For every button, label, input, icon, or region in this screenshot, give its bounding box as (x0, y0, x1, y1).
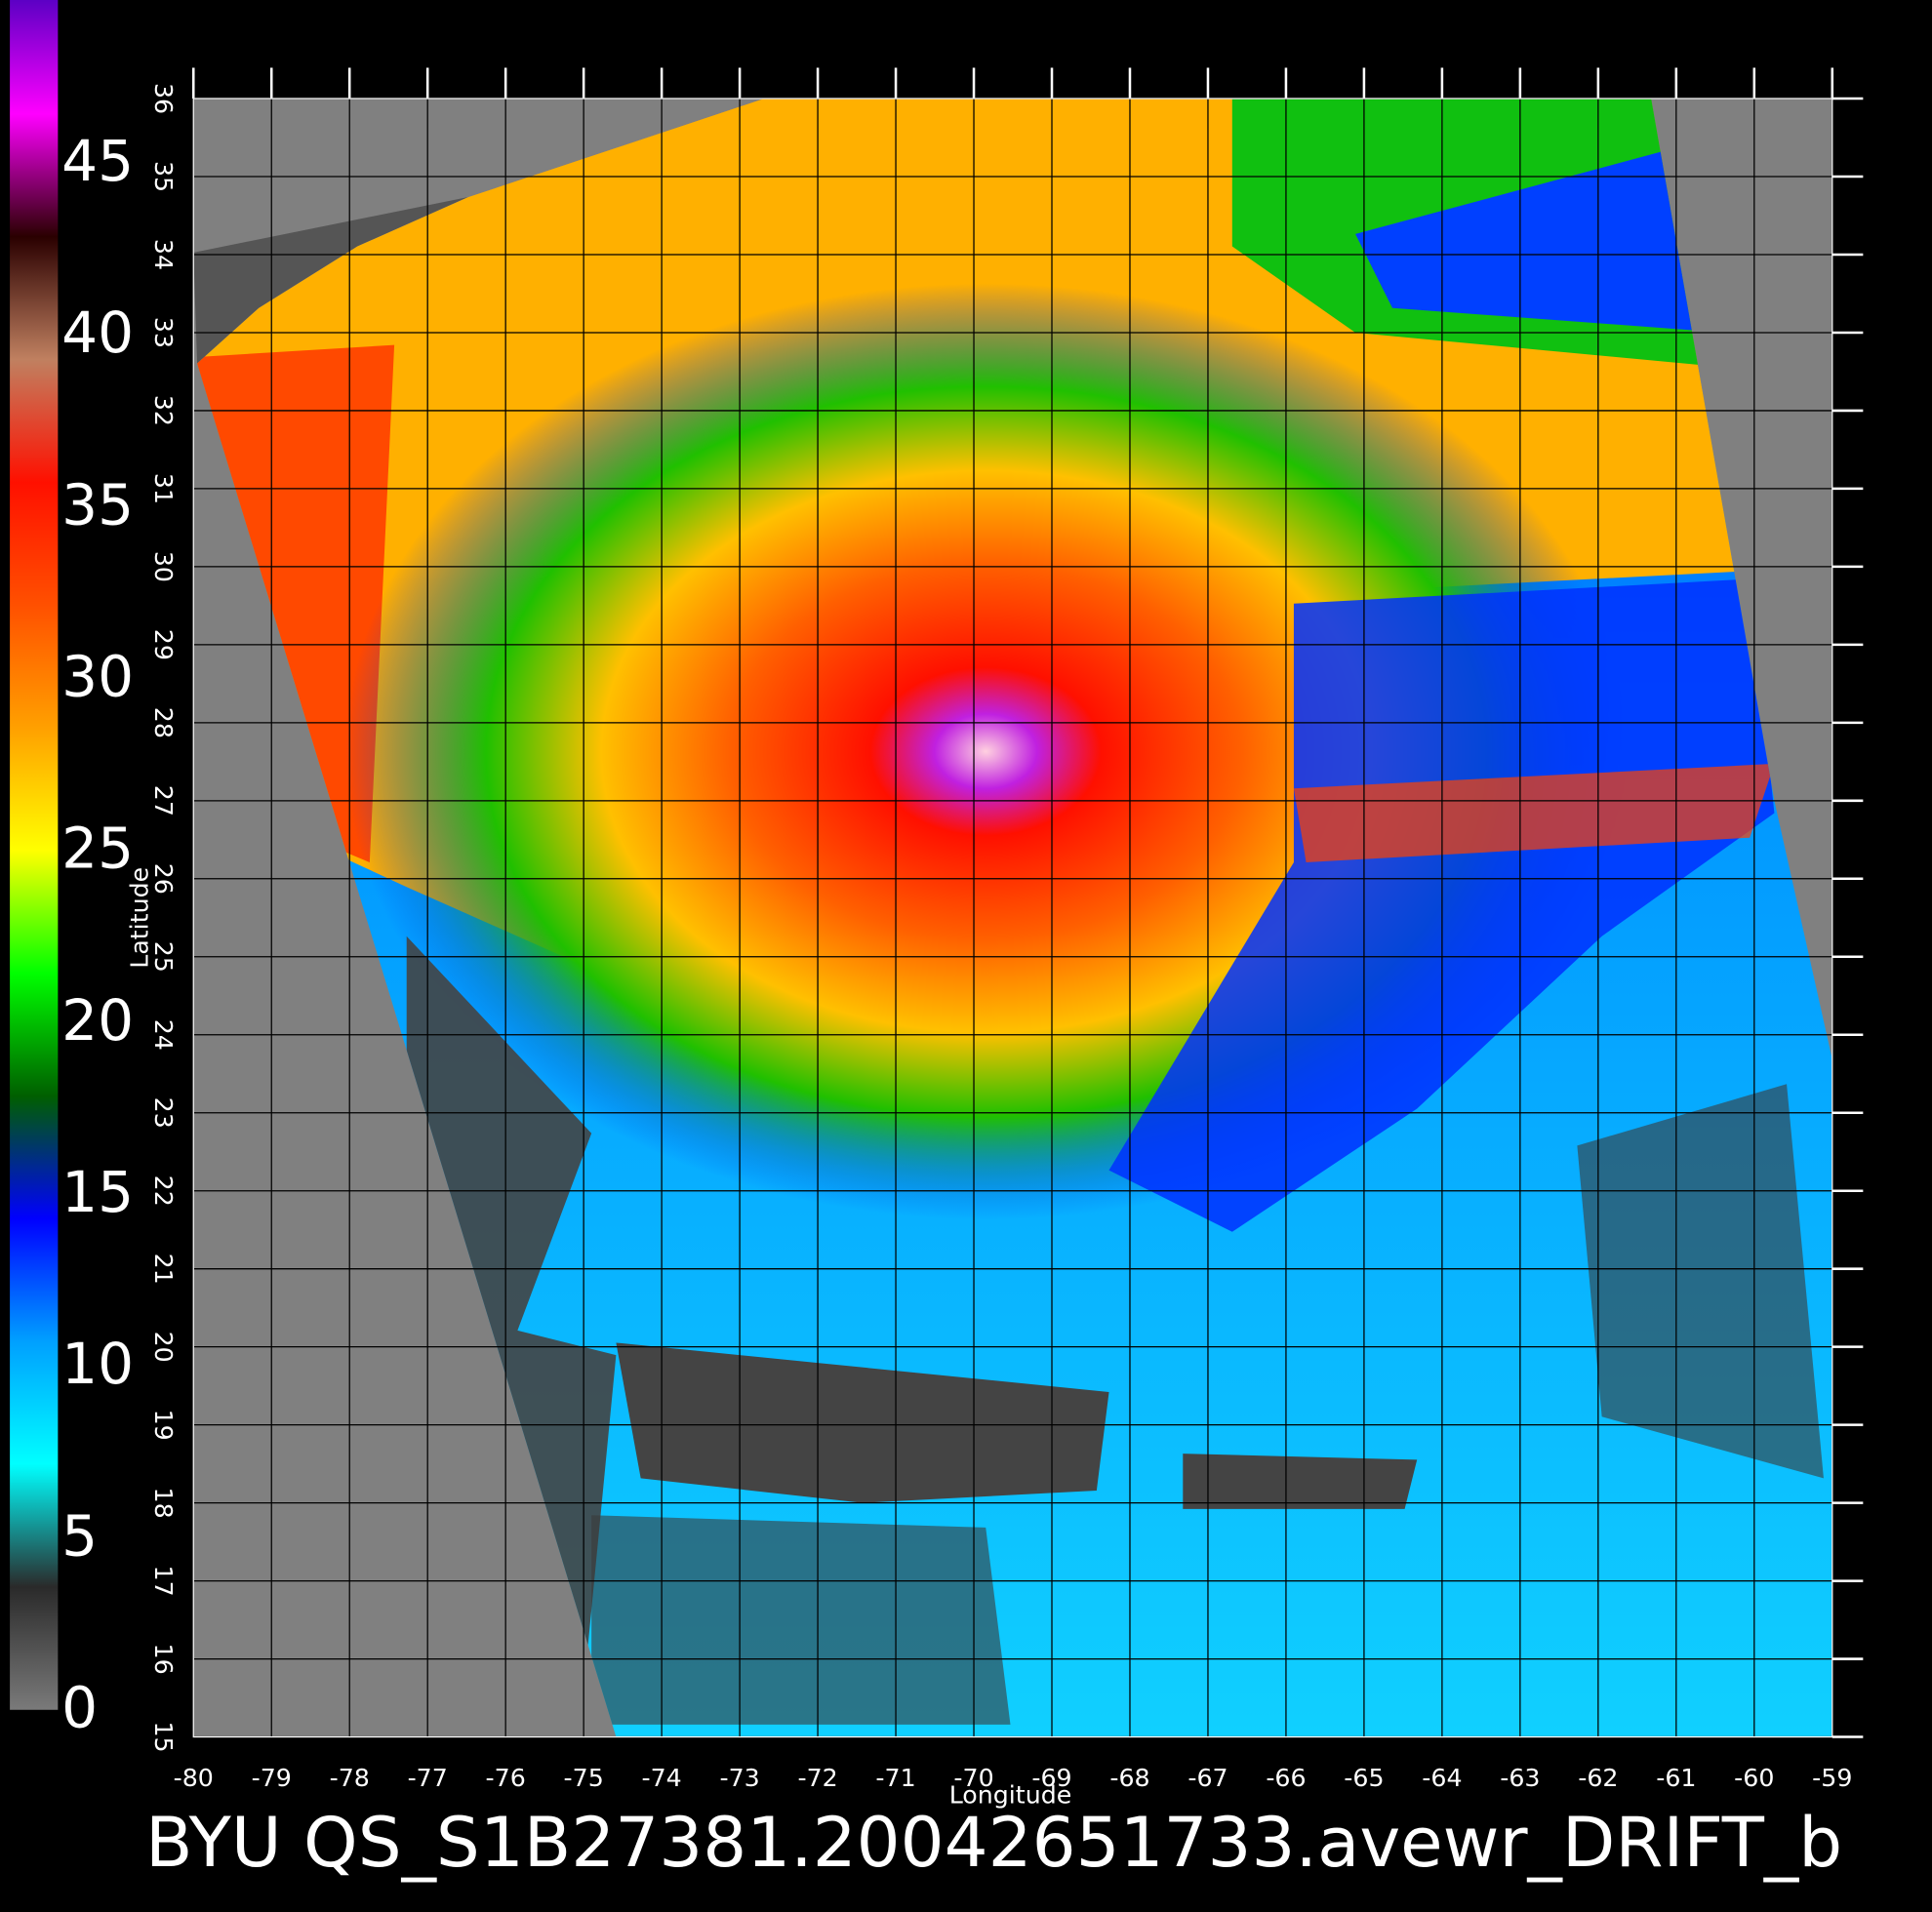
grid: -80 -79 -78 -77 -76 -75 -74 -73 -72 -71 -70 -69 -68 -… (149, 67, 1864, 1792)
y-tick-label: 25 (149, 941, 178, 973)
y-tick-label: 33 (149, 317, 178, 348)
x-tick-label: -71 (875, 1764, 915, 1792)
x-axis-label: Longitude (949, 1781, 1072, 1810)
x-tick-label: -61 (1656, 1764, 1696, 1792)
y-tick-label: 34 (149, 239, 178, 270)
y-tick-label: 16 (149, 1644, 178, 1675)
x-tick-label: -64 (1422, 1764, 1462, 1792)
y-tick-label: 21 (149, 1254, 178, 1285)
x-tick-label: -66 (1266, 1764, 1306, 1792)
x-tick-label: -60 (1734, 1764, 1774, 1792)
y-tick-label: 29 (149, 629, 178, 660)
colorbar-fill (10, 0, 59, 1710)
colorbar-label: 30 (61, 643, 134, 709)
x-tick-label: -76 (486, 1764, 526, 1792)
x-tick-label: -69 (1031, 1764, 1071, 1792)
y-tick-label: 26 (149, 863, 178, 895)
y-tick-label: 20 (149, 1332, 178, 1363)
y-tick-label: 17 (149, 1566, 178, 1597)
colorbar-label: 5 (61, 1502, 98, 1569)
y-tick-label: 28 (149, 707, 178, 738)
title: BYU QS_S1B27381.20042651733.avewr_DRIFT_… (145, 1802, 1842, 1883)
colorbar-label: 15 (61, 1159, 134, 1225)
x-tick-label: -80 (174, 1764, 214, 1792)
y-axis-label: Latitude (126, 867, 154, 969)
x-tick-label: -79 (252, 1764, 292, 1792)
y-tick-label: 18 (149, 1488, 178, 1519)
y-tick-label: 24 (149, 1019, 178, 1051)
plot-frame (192, 98, 1833, 1738)
y-tick-label: 27 (149, 785, 178, 817)
colorbar-label: 45 (61, 128, 134, 194)
x-tick-label: -74 (641, 1764, 681, 1792)
map-area: -80 -79 -78 -77 -76 -75 -74 -73 -72 -71 -70 -69 -68 -… (149, 67, 1864, 1792)
colorbar-label: 25 (61, 816, 134, 882)
rain-bands (1293, 763, 1775, 862)
rain-contaminated-east (1577, 1084, 1824, 1479)
x-tick-label: -70 (953, 1764, 993, 1792)
y-tick-label: 32 (149, 395, 178, 426)
x-tick-label: -67 (1187, 1764, 1228, 1792)
x-tick-label: -63 (1500, 1764, 1540, 1792)
blue-zone (1355, 147, 1725, 333)
y-tick-label: 30 (149, 551, 178, 582)
x-tick-label: -72 (797, 1764, 837, 1792)
y-tick-label: 23 (149, 1097, 178, 1129)
x-tick-label: -59 (1812, 1764, 1852, 1792)
rain-contaminated (591, 1515, 1011, 1725)
colorbar-label: 10 (61, 1331, 134, 1397)
puerto-rico (1183, 1454, 1418, 1509)
y-tick-label: 19 (149, 1410, 178, 1441)
x-tick-label: -65 (1344, 1764, 1384, 1792)
scaled-content: 0 5 10 15 20 25 30 35 40 45 -80 -79 -78 -77 -76 -75 -74… (10, 0, 1864, 1883)
y-tick-label: 15 (149, 1721, 178, 1752)
colorbar-label: 0 (61, 1674, 98, 1740)
y-tick-label: 35 (149, 161, 178, 192)
colorbar-label: 35 (61, 471, 134, 538)
y-tick-label: 22 (149, 1175, 178, 1207)
x-tick-label: -75 (564, 1764, 604, 1792)
x-tick-label: -77 (408, 1764, 448, 1792)
colorbar: 0 5 10 15 20 25 30 35 40 45 (10, 0, 134, 1740)
x-tick-label: -62 (1578, 1764, 1618, 1792)
x-tick-label: -78 (330, 1764, 370, 1792)
y-tick-label: 36 (149, 83, 178, 114)
x-tick-label: -73 (719, 1764, 759, 1792)
colorbar-label: 20 (61, 987, 134, 1054)
x-tick-label: -68 (1109, 1764, 1149, 1792)
y-tick-label: 31 (149, 473, 178, 504)
colorbar-label: 40 (61, 299, 134, 366)
